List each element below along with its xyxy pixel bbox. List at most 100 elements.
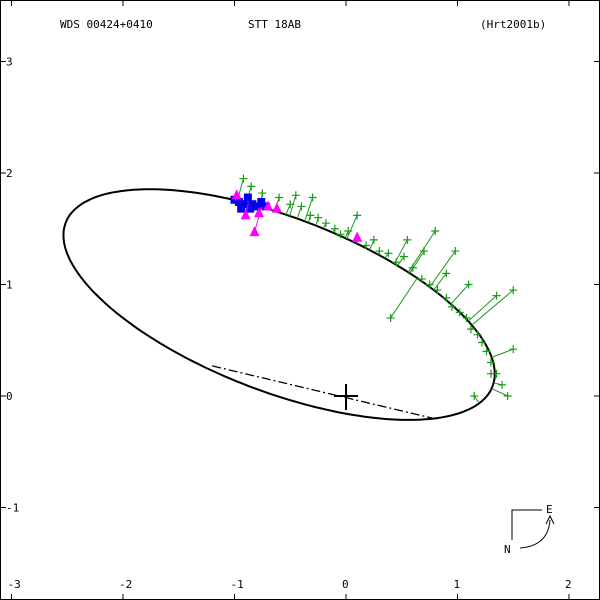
micrometer-point: [462, 313, 471, 322]
micrometer-point: [442, 293, 451, 302]
micrometer-point: [399, 252, 408, 261]
micrometer-point: [336, 230, 345, 239]
residual-line: [471, 289, 514, 326]
compass-frame: [511, 509, 542, 540]
other-point: [254, 207, 265, 218]
residual-line: [407, 230, 436, 273]
residual-line: [429, 250, 456, 288]
micrometer-point: [308, 193, 317, 202]
micrometer-point: [417, 274, 426, 283]
residual-line: [397, 256, 405, 266]
micrometer-point: [384, 249, 393, 258]
micrometer-point: [314, 213, 323, 222]
interferometry-point: [248, 200, 257, 209]
micrometer-point: [509, 286, 518, 295]
micrometer-point: [482, 347, 491, 356]
residual-line: [304, 197, 314, 222]
micrometer-point: [258, 189, 267, 198]
other-point: [231, 189, 242, 200]
residual-line: [491, 348, 514, 358]
line-of-nodes: [212, 365, 434, 419]
x-tick-label: -2: [119, 578, 132, 591]
micrometer-point: [297, 202, 306, 211]
y-tick-label: 0: [6, 390, 13, 403]
micrometer-point: [478, 338, 487, 347]
residual-line: [409, 250, 425, 274]
y-tick-label: 2: [6, 167, 13, 180]
x-tick-label: -1: [231, 578, 244, 591]
residual-line: [289, 195, 297, 217]
micrometer-point: [306, 211, 315, 220]
interferometry-point: [246, 204, 255, 213]
micrometer-point: [503, 392, 512, 400]
residual-line: [296, 206, 302, 219]
micrometer-point: [473, 330, 482, 339]
micrometer-point: [431, 226, 440, 235]
other-point: [240, 209, 251, 220]
interferometry-point: [257, 197, 266, 206]
micrometer-point: [486, 369, 495, 378]
y-tick-label: 1: [6, 279, 13, 292]
other-point: [249, 226, 260, 237]
interferometry-point: [230, 195, 239, 204]
residual-line: [384, 252, 389, 259]
micrometer-point: [455, 308, 464, 317]
micrometer-point: [375, 247, 384, 256]
y-tick-label: 3: [6, 56, 13, 69]
interferometry-point: [239, 200, 248, 209]
orbit-ellipse: [62, 188, 496, 421]
micrometer-point: [369, 235, 378, 244]
residual-line: [393, 239, 408, 264]
residual-line: [390, 277, 418, 319]
residual-line: [467, 295, 497, 322]
x-tick-label: 0: [342, 578, 349, 591]
micrometer-point: [353, 211, 362, 220]
y-tick-label: -1: [6, 502, 19, 515]
micrometer-point: [492, 291, 501, 300]
residual-line: [285, 204, 291, 215]
micrometer-point: [470, 392, 479, 400]
micrometer-point: [291, 191, 300, 200]
micrometer-point: [239, 174, 248, 183]
micrometer-point: [464, 280, 473, 289]
micrometer-point: [344, 226, 353, 235]
micrometer-point: [386, 313, 395, 322]
residual-line: [450, 284, 470, 305]
compass-arrow: [519, 519, 551, 549]
micrometer-point: [362, 241, 371, 250]
residual-line: [473, 395, 480, 404]
compass: E N: [504, 503, 555, 556]
other-point: [262, 200, 273, 211]
other-point: [352, 231, 363, 242]
interferometry-point: [252, 202, 261, 211]
interferometry-point: [234, 197, 243, 206]
other-point: [271, 202, 282, 213]
interferometry-point: [243, 193, 252, 202]
micrometer-point: [509, 345, 518, 354]
x-tick-label: 1: [454, 578, 461, 591]
reference: (Hrt2001b): [480, 18, 546, 31]
compass-east-label: E: [546, 503, 553, 516]
micrometer-point: [247, 182, 256, 191]
pair-name: STT 18AB: [248, 18, 301, 31]
micrometer-point: [486, 358, 495, 367]
micrometer-point: [466, 325, 475, 334]
micrometer-point: [330, 224, 339, 233]
residual-line: [491, 388, 508, 397]
micrometer-point: [275, 193, 284, 202]
residual-line: [433, 273, 447, 291]
x-tick-label: -3: [8, 578, 21, 591]
residual-line: [369, 239, 375, 251]
observations: [230, 174, 518, 404]
micrometer-point: [433, 286, 442, 295]
micrometer-point: [498, 380, 507, 389]
micrometer-point: [403, 235, 412, 244]
micrometer-point: [425, 280, 434, 289]
compass-arrowhead: [545, 514, 555, 525]
micrometer-point: [451, 247, 460, 256]
interferometry-point: [237, 204, 246, 213]
micrometer-point: [321, 219, 330, 228]
